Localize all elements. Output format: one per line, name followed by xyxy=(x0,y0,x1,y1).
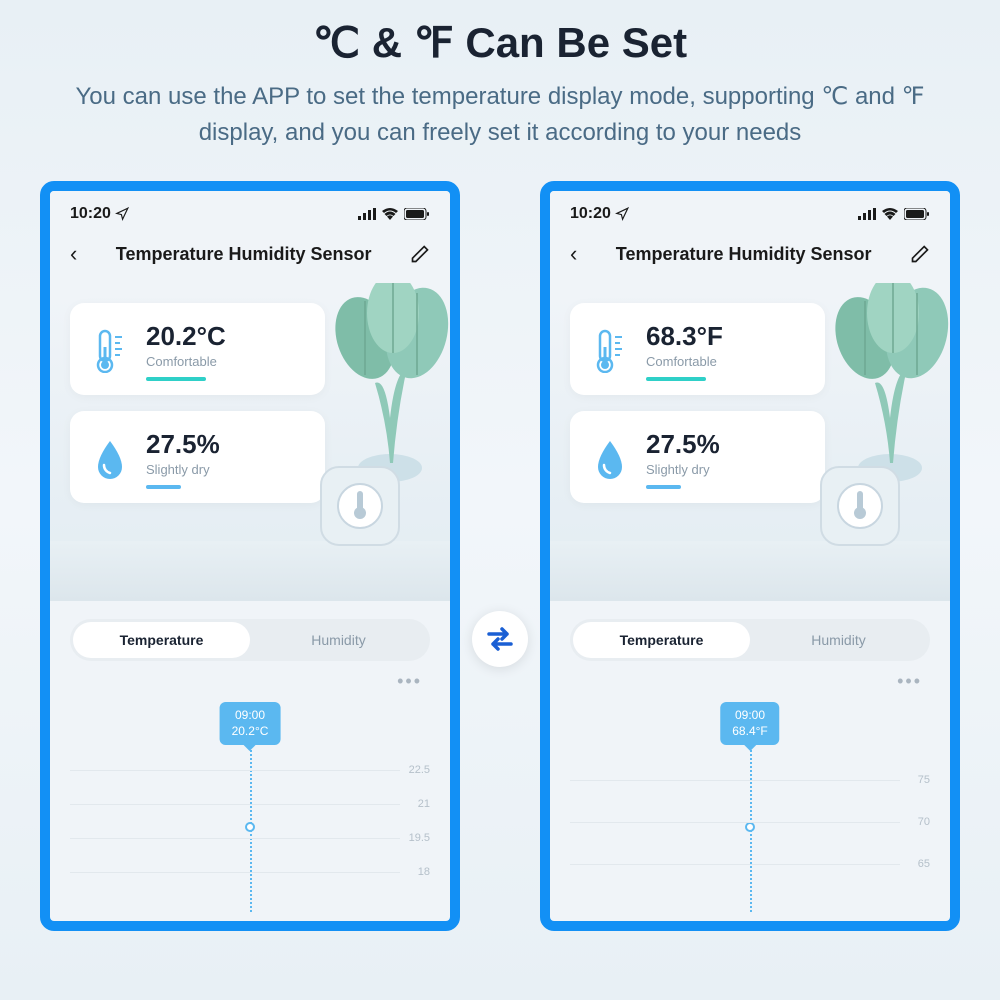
chart-tooltip: 09:00 20.2°C xyxy=(220,702,281,745)
location-icon xyxy=(615,207,629,221)
grid-label: 22.5 xyxy=(409,764,430,776)
edit-icon[interactable] xyxy=(910,244,930,264)
location-icon xyxy=(115,207,129,221)
phones-row: 10:20 ‹ Temperature Humidity Sensor xyxy=(0,181,1000,931)
status-icons xyxy=(858,208,930,220)
temp-label: Comfortable xyxy=(646,354,805,369)
temp-bar xyxy=(146,377,206,381)
main-title: ℃ & ℉ Can Be Set xyxy=(0,18,1000,67)
grid-label: 65 xyxy=(918,858,930,870)
tooltip-time: 09:00 xyxy=(232,708,269,724)
plant-decoration xyxy=(825,283,955,483)
temperature-chart[interactable]: 09:00 20.2°C 22.5 21 19.5 18 xyxy=(70,702,430,912)
grid-label: 70 xyxy=(918,816,930,828)
temperature-card[interactable]: 68.3°F Comfortable xyxy=(570,303,825,395)
back-button[interactable]: ‹ xyxy=(70,241,77,267)
tab-humidity[interactable]: Humidity xyxy=(750,622,927,658)
gridline xyxy=(70,804,400,805)
humidity-label: Slightly dry xyxy=(646,462,805,477)
gridline xyxy=(70,838,400,839)
humidity-value: 27.5% xyxy=(146,429,305,460)
hero-section: 20.2°C Comfortable 27.5% Slightly dry xyxy=(50,291,450,601)
thermometer-icon xyxy=(90,329,130,373)
heading-block: ℃ & ℉ Can Be Set You can use the APP to … xyxy=(0,0,1000,151)
app-header: ‹ Temperature Humidity Sensor xyxy=(50,231,450,291)
temperature-chart[interactable]: 09:00 68.4°F 75 70 65 xyxy=(570,702,930,912)
status-icons xyxy=(358,208,430,220)
plant-decoration xyxy=(325,283,455,483)
droplet-icon xyxy=(90,437,130,481)
tab-humidity[interactable]: Humidity xyxy=(250,622,427,658)
chart-tabs: Temperature Humidity xyxy=(570,619,930,661)
wifi-icon xyxy=(382,208,398,220)
temperature-card[interactable]: 20.2°C Comfortable xyxy=(70,303,325,395)
device-illustration xyxy=(815,461,905,551)
battery-icon xyxy=(404,208,430,220)
app-title: Temperature Humidity Sensor xyxy=(616,244,872,265)
thermometer-icon xyxy=(590,329,630,373)
hero-section: 68.3°F Comfortable 27.5% Slightly dry xyxy=(550,291,950,601)
tooltip-time: 09:00 xyxy=(732,708,767,724)
temp-card-content: 20.2°C Comfortable xyxy=(146,321,305,381)
status-time: 10:20 xyxy=(570,205,629,223)
wifi-icon xyxy=(882,208,898,220)
app-header: ‹ Temperature Humidity Sensor xyxy=(550,231,950,291)
signal-icon xyxy=(358,208,376,220)
humidity-value: 27.5% xyxy=(646,429,805,460)
chart-grid-f: 75 70 65 xyxy=(570,752,930,912)
status-time: 10:20 xyxy=(70,205,129,223)
edit-icon[interactable] xyxy=(410,244,430,264)
gridline xyxy=(570,822,900,823)
temp-bar xyxy=(646,377,706,381)
tab-temperature[interactable]: Temperature xyxy=(573,622,750,658)
humidity-card-content: 27.5% Slightly dry xyxy=(146,429,305,489)
grid-label: 21 xyxy=(418,798,430,810)
back-button[interactable]: ‹ xyxy=(570,241,577,267)
grid-label: 18 xyxy=(418,866,430,878)
status-time-text: 10:20 xyxy=(570,205,611,223)
grid-label: 19.5 xyxy=(409,832,430,844)
swap-toggle-icon xyxy=(472,611,528,667)
humidity-bar xyxy=(146,485,181,489)
gridline xyxy=(570,864,900,865)
gridline xyxy=(570,780,900,781)
status-bar: 10:20 xyxy=(50,191,450,231)
status-bar: 10:20 xyxy=(550,191,950,231)
humidity-bar xyxy=(646,485,681,489)
more-dots[interactable]: ••• xyxy=(50,661,450,692)
gridline xyxy=(70,872,400,873)
chart-grid-c: 22.5 21 19.5 18 xyxy=(70,752,430,912)
humidity-label: Slightly dry xyxy=(146,462,305,477)
subtitle: You can use the APP to set the temperatu… xyxy=(0,79,1000,151)
droplet-icon xyxy=(590,437,630,481)
temp-label: Comfortable xyxy=(146,354,305,369)
temp-value: 20.2°C xyxy=(146,321,305,352)
device-illustration xyxy=(315,461,405,551)
battery-icon xyxy=(904,208,930,220)
more-dots[interactable]: ••• xyxy=(550,661,950,692)
tooltip-value: 68.4°F xyxy=(732,724,767,740)
temp-card-content: 68.3°F Comfortable xyxy=(646,321,805,381)
gridline xyxy=(70,770,400,771)
humidity-card[interactable]: 27.5% Slightly dry xyxy=(570,411,825,503)
tab-temperature[interactable]: Temperature xyxy=(73,622,250,658)
chart-tooltip: 09:00 68.4°F xyxy=(720,702,779,745)
tooltip-value: 20.2°C xyxy=(232,724,269,740)
signal-icon xyxy=(858,208,876,220)
phone-celsius: 10:20 ‹ Temperature Humidity Sensor xyxy=(40,181,460,931)
temp-value: 68.3°F xyxy=(646,321,805,352)
app-title: Temperature Humidity Sensor xyxy=(116,244,372,265)
humidity-card-content: 27.5% Slightly dry xyxy=(646,429,805,489)
status-time-text: 10:20 xyxy=(70,205,111,223)
grid-label: 75 xyxy=(918,774,930,786)
chart-tabs: Temperature Humidity xyxy=(70,619,430,661)
humidity-card[interactable]: 27.5% Slightly dry xyxy=(70,411,325,503)
phone-fahrenheit: 10:20 ‹ Temperature Humidity Sensor xyxy=(540,181,960,931)
